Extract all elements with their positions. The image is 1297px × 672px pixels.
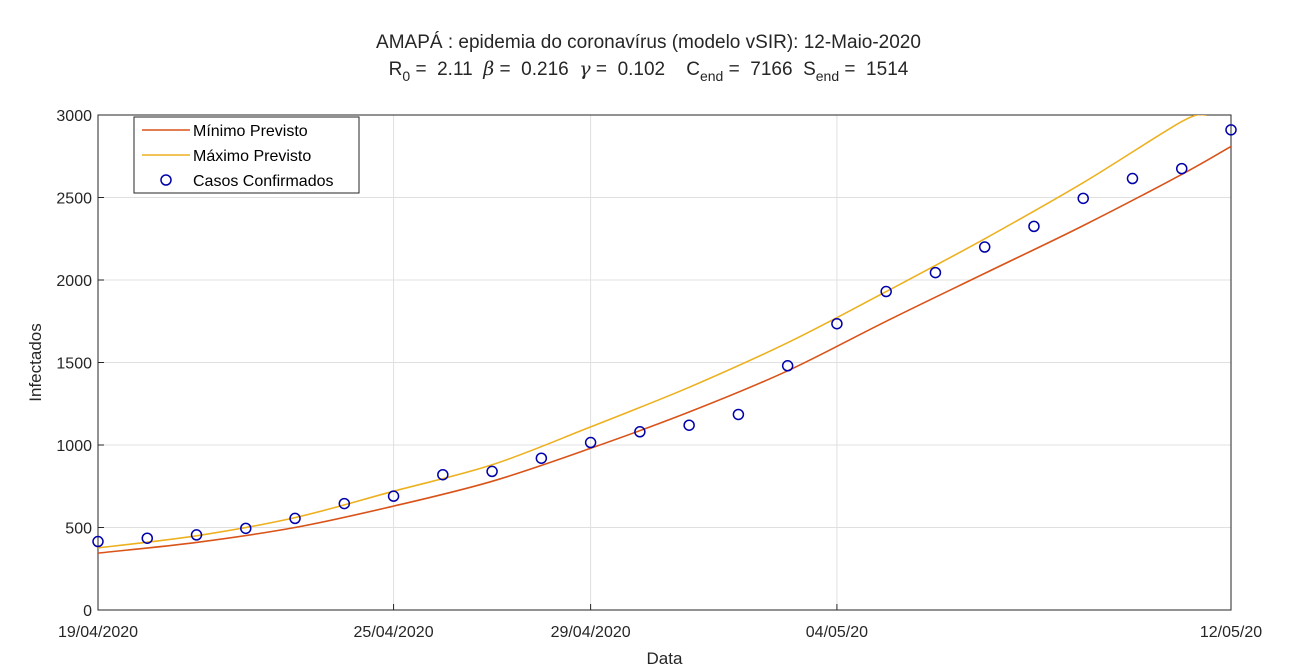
series-line-0 — [98, 145, 1231, 554]
subtitle-part: β — [483, 58, 495, 80]
subtitle-part: = 0.216 — [494, 59, 580, 80]
legend-label: Casos Confirmados — [193, 173, 334, 190]
chart-title: AMAPÁ : epidemia do coronavírus (modelo … — [376, 32, 921, 53]
data-point — [634, 426, 646, 438]
subtitle-part: end — [699, 68, 724, 84]
data-point — [732, 408, 745, 421]
legend-swatch-marker — [160, 174, 172, 186]
data-point — [880, 285, 892, 298]
subtitle-part: R — [388, 59, 403, 80]
y-tick-label: 3000 — [56, 108, 92, 125]
subtitle-part: end — [815, 68, 840, 84]
x-tick-label: 12/05/20 — [1200, 624, 1262, 641]
legend-label: Máximo Previsto — [193, 148, 311, 165]
x-tick-label: 19/04/2020 — [58, 624, 138, 641]
chart-title-block: AMAPÁ : epidemia do coronavírus (modelo … — [0, 30, 1297, 84]
data-point — [338, 497, 351, 510]
x-axis-label: Data — [647, 649, 683, 668]
data-point — [437, 468, 449, 481]
data-point — [190, 529, 203, 541]
y-tick-label: 1500 — [56, 356, 92, 373]
y-tick-label: 0 — [83, 603, 92, 620]
series-layer — [92, 115, 1237, 554]
data-point — [141, 532, 154, 544]
y-tick-label: 2000 — [56, 273, 92, 290]
data-point — [486, 465, 498, 478]
chart-subtitle: R0 = 2.11 β = 0.216 γ = 0.102 Cend = 716… — [0, 56, 1297, 84]
x-tick-label: 04/05/20 — [806, 624, 868, 641]
legend: Mínimo Previsto Máximo Previsto Casos Conf… — [133, 116, 360, 194]
axes: 0 500 1000 1500 2000 2500 3000 19/04/2020 25/04/… — [56, 108, 1262, 641]
data-point — [240, 522, 252, 535]
y-tick-label: 2500 — [56, 191, 92, 208]
y-tick-label: 1000 — [56, 438, 92, 455]
data-point — [535, 452, 548, 464]
subtitle-part: γ — [579, 58, 591, 80]
data-point — [1126, 172, 1139, 185]
data-point — [1175, 162, 1188, 175]
series-line-1 — [98, 115, 1207, 549]
subtitle-part: = 0.102 C — [590, 59, 700, 80]
y-axis-label: Infectados — [26, 323, 45, 401]
subtitle-part: = 7166 S — [723, 59, 816, 80]
x-tick-label: 25/04/2020 — [354, 624, 434, 641]
subtitle-part: = 1514 — [839, 59, 909, 80]
data-point — [929, 266, 942, 279]
x-tick-label: 29/04/2020 — [551, 624, 631, 641]
data-point — [289, 512, 301, 525]
data-point — [584, 436, 597, 449]
y-tick-label: 500 — [65, 521, 92, 538]
data-point — [1225, 124, 1237, 136]
data-point — [1077, 192, 1089, 205]
data-point — [387, 490, 400, 502]
data-point — [1028, 220, 1040, 233]
data-point — [831, 317, 843, 330]
subtitle-part: 0 — [402, 68, 411, 84]
data-point — [92, 535, 104, 548]
data-point — [781, 360, 794, 372]
subtitle-part: = 2.11 — [410, 59, 484, 80]
data-point — [683, 419, 695, 431]
data-point — [978, 241, 991, 253]
legend-label: Mínimo Previsto — [193, 123, 308, 140]
